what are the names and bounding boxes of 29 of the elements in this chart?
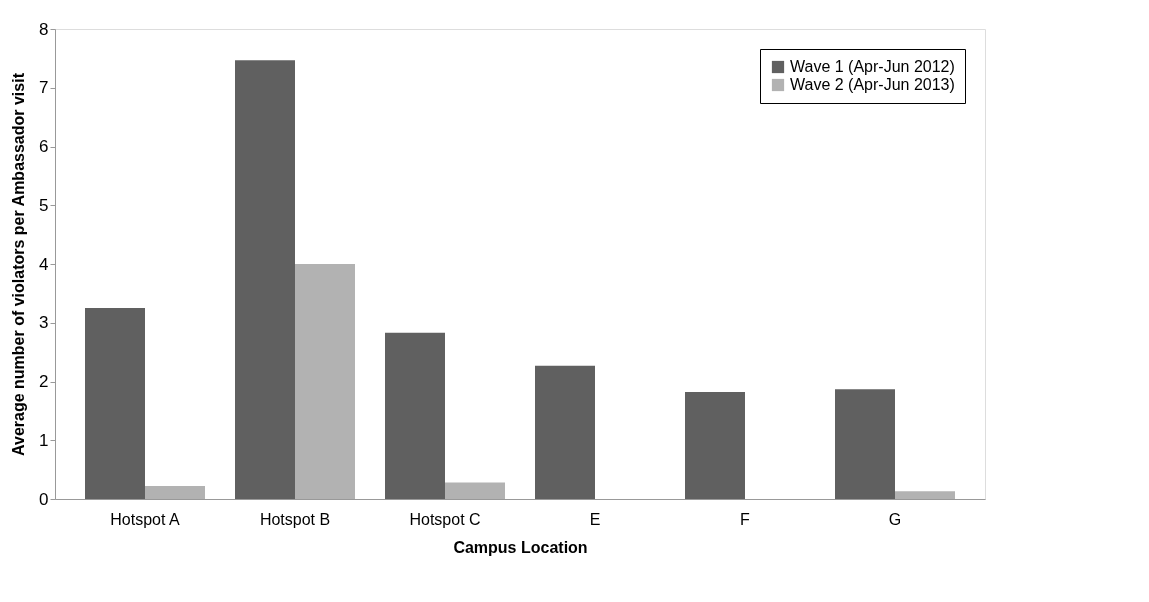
- bar: [835, 389, 895, 499]
- y-tick-label: 2: [39, 372, 49, 391]
- y-tick-label: 8: [39, 19, 49, 39]
- bar: [295, 264, 355, 499]
- y-axis-title: Average number of violators per Ambassador visit: [10, 72, 28, 456]
- bar: [445, 482, 505, 499]
- bar: [895, 491, 955, 499]
- bar: [235, 60, 295, 499]
- y-tick-label: 4: [39, 254, 49, 274]
- y-tick-label: 3: [39, 313, 49, 333]
- bar: [385, 332, 445, 499]
- y-tick-label: 0: [39, 489, 49, 509]
- x-tick-label: Hotspot A: [110, 510, 181, 528]
- x-tick-label: G: [888, 510, 902, 528]
- legend-label: Wave 1 (Apr-Jun 2012): [790, 58, 955, 75]
- x-tick-label: Hotspot B: [259, 510, 331, 528]
- y-tick-label: 7: [39, 78, 49, 98]
- bar: [85, 308, 145, 499]
- x-tick-label: F: [740, 510, 751, 528]
- bar: [535, 365, 595, 499]
- x-axis-title: Campus Location: [453, 538, 588, 556]
- y-tick-label: 6: [39, 137, 49, 156]
- bar: [685, 392, 745, 499]
- x-tick-label: E: [589, 510, 601, 528]
- y-tick-label: 5: [39, 195, 49, 215]
- x-tick-label: Hotspot C: [409, 510, 481, 528]
- bar: [145, 486, 205, 499]
- legend-label: Wave 2 (Apr-Jun 2013): [790, 76, 955, 93]
- y-tick-label: 1: [39, 430, 49, 450]
